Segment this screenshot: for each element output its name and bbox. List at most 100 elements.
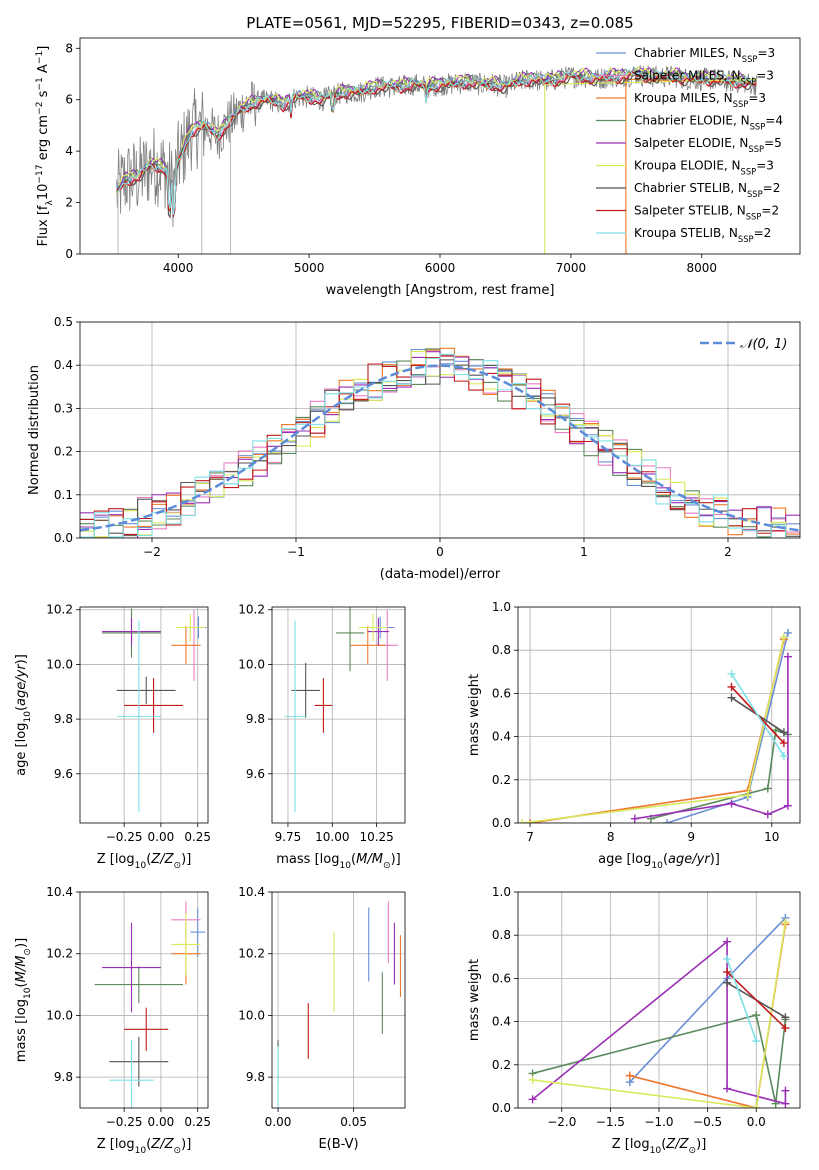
weight-marker: [783, 628, 792, 637]
y-tick-label: 9.6: [246, 767, 265, 781]
plot-area: [116, 65, 758, 254]
residuals-x-label: (data-model)/error: [380, 567, 501, 582]
x-tick-label: 8: [607, 830, 615, 844]
legend-label: Salpeter ELODIE, NSSP=5: [634, 136, 782, 154]
x-tick-label: 0.05: [340, 1115, 367, 1129]
weight-marker: [779, 752, 788, 761]
y-tick-label: 9.8: [54, 1070, 73, 1084]
normal-curve-line: [80, 364, 800, 532]
y-tick-label: 0.8: [492, 643, 511, 657]
x-tick-label: 4000: [163, 261, 194, 275]
y-tick-label: 0.6: [492, 686, 511, 700]
x-tick-label: 0.25: [184, 1115, 211, 1129]
y-tick-label: 0.6: [492, 971, 511, 985]
y-tick-label: 9.8: [54, 712, 73, 726]
x-tick-label: −0.5: [693, 1115, 722, 1129]
weight-line: [634, 656, 789, 820]
legend-label: Salpeter STELIB, NSSP=2: [634, 204, 779, 222]
weight-line: [730, 673, 785, 757]
axes-frame: [79, 891, 209, 1109]
plot-area: [80, 607, 208, 823]
x-tick-label: 10: [764, 830, 779, 844]
axes-frame: [79, 37, 801, 255]
model-spectrum-line: [116, 71, 757, 219]
y-tick-label: 0.0: [54, 531, 73, 545]
y-tick-label: 8: [65, 41, 73, 55]
x-tick-label: 10.25: [359, 830, 393, 844]
model-spectrum-line: [116, 71, 757, 217]
weight-marker: [752, 1011, 761, 1020]
spectrum-x-label: wavelength [Angstrom, rest frame]: [326, 283, 555, 298]
weight-marker: [763, 784, 772, 793]
y-tick-label: 10.2: [238, 603, 265, 617]
y-tick-label: 1.0: [492, 885, 511, 899]
y-tick-label: 1.0: [492, 600, 511, 614]
histogram-step-line: [80, 359, 800, 537]
x-tick-label: 0.25: [184, 830, 211, 844]
axes-weight_vs_age: 7 8 9 10 0.0 0.2 0.4 0.6 0.8 1.0 age [log10(age/yr…: [467, 600, 801, 871]
plot-area: [80, 322, 800, 538]
axes-frame: [517, 606, 801, 824]
x-axis-label: mass [log10(M/M⊙)]: [276, 852, 400, 871]
axes-frame: [271, 606, 406, 824]
y-axis-label: mass [log10(M/M⊙)]: [14, 938, 33, 1062]
y-tick-label: 0.8: [492, 928, 511, 942]
y-tick-label: 0.4: [54, 358, 73, 372]
model-spectrum-line: [116, 69, 757, 215]
residuals-y-label: Normed distribution: [27, 365, 42, 495]
weight-line: [726, 958, 757, 1042]
weight-marker: [779, 739, 788, 748]
plot-area: [272, 607, 405, 823]
y-tick-label: 10.0: [46, 657, 73, 671]
y-tick-label: 2: [65, 196, 73, 210]
x-tick-label: 0.00: [148, 1115, 175, 1129]
weight-marker: [723, 1084, 732, 1093]
y-tick-label: 10.0: [238, 657, 265, 671]
spectrum-title: PLATE=0561, MJD=52295, FIBERID=0343, z=0…: [246, 14, 633, 32]
weight-marker: [779, 633, 788, 642]
legend-label: Chabrier ELODIE, NSSP=4: [634, 114, 783, 132]
y-axis-label: age [log10(age/yr)]: [14, 654, 33, 776]
y-tick-label: 0.3: [54, 401, 73, 415]
y-tick-label: 10.4: [46, 885, 73, 899]
weight-marker: [763, 810, 772, 819]
weight-marker: [723, 978, 732, 987]
x-tick-label: 5000: [294, 261, 325, 275]
axes-frame: [271, 891, 406, 1109]
legend-label: Kroupa ELODIE, NSSP=3: [634, 159, 774, 177]
x-tick-label: 9.75: [275, 830, 302, 844]
weight-marker: [781, 1013, 790, 1022]
weight-marker: [526, 819, 535, 823]
y-tick-label: 4: [65, 144, 73, 158]
x-tick-label: 9: [687, 830, 695, 844]
weight-marker: [723, 967, 732, 976]
y-tick-label: 0.2: [492, 773, 511, 787]
legend-label: 𝒩(0, 1): [740, 337, 787, 352]
weight-marker: [781, 1024, 790, 1033]
y-tick-label: 10.2: [46, 947, 73, 961]
legend-label: Chabrier STELIB, NSSP=2: [634, 181, 780, 199]
y-tick-label: 0.2: [54, 445, 73, 459]
legend-label: Kroupa STELIB, NSSP=2: [634, 226, 771, 244]
weight-marker: [727, 682, 736, 691]
x-tick-label: −1.0: [644, 1115, 673, 1129]
x-tick-label: −0.25: [106, 1115, 143, 1129]
weight-line: [532, 1014, 787, 1104]
plot-area: [272, 892, 405, 1108]
y-tick-label: 0: [65, 247, 73, 261]
axes-frame: [517, 891, 801, 1109]
x-tick-label: 0: [436, 545, 444, 559]
x-tick-label: 0.00: [148, 830, 175, 844]
axes-residuals: −2 −1 0 1 2 0.0 0.1 0.2 0.3 0.4 0.5 (data-model)/er…: [27, 315, 801, 582]
y-tick-label: 10.0: [238, 1008, 265, 1022]
x-axis-label: E(B-V): [318, 1137, 358, 1152]
x-tick-label: 0.00: [265, 1115, 292, 1129]
x-axis-label: age [log10(age/yr)]: [598, 852, 720, 871]
y-tick-label: 6: [65, 93, 73, 107]
weight-marker: [518, 819, 527, 823]
weight-marker: [727, 799, 736, 808]
y-tick-label: 0.0: [492, 816, 511, 830]
x-tick-label: −0.25: [106, 830, 143, 844]
y-tick-label: 9.8: [246, 1070, 265, 1084]
